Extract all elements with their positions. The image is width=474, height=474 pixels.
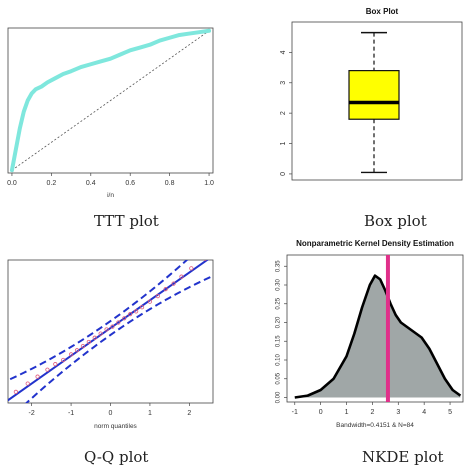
qq-point: [45, 367, 50, 372]
qq-upper-envelope: [8, 260, 189, 382]
qq-point: [104, 327, 109, 332]
box-chart: Box Plot 0 1 2 3 4: [280, 7, 463, 181]
nkde-xtick-label: 5: [448, 409, 452, 416]
box-ytick-label: 3: [280, 81, 287, 85]
ttt-chart: 0.0 0.2 0.4 0.6 0.8 1.0 i/n: [7, 27, 214, 199]
ttt-xtick-label: 0.0: [7, 180, 17, 187]
ttt-reference-line: [11, 30, 210, 171]
qq-point: [35, 374, 40, 379]
qq-point: [155, 293, 160, 299]
qq-chart: -2 -1 0 1 2 norm quantiles: [7, 259, 214, 430]
qq-point: [86, 339, 91, 345]
qq-xtick-label: -2: [29, 410, 35, 417]
qq-point: [110, 324, 115, 329]
qq-lower-envelope: [24, 274, 213, 403]
nkde-xtick-label: -1: [292, 409, 298, 416]
qq-point: [92, 335, 97, 340]
qq-point: [80, 343, 86, 349]
nkde-ytick-label: 0.05: [276, 372, 282, 384]
nkde-ytick-label: 0.15: [276, 335, 282, 347]
qq-point: [25, 381, 30, 386]
box-title: Box Plot: [366, 7, 399, 16]
ttt-xtick-label: 1.0: [204, 180, 214, 187]
qq-point: [68, 352, 74, 357]
nkde-density-area: [294, 275, 461, 398]
qq-point: [163, 287, 168, 292]
qq-plot-area: [8, 260, 213, 403]
nkde-plot-frame: [286, 254, 464, 403]
nkde-xtick-label: 2: [370, 409, 374, 416]
qq-point: [53, 362, 58, 367]
qq-point: [116, 320, 121, 325]
qq-point: [147, 299, 153, 304]
nkde-ytick-label: 0.35: [276, 260, 282, 272]
qq-reference-line: [8, 260, 209, 402]
nkde-ytick-label: 0.00: [276, 391, 282, 403]
nkde-panel: Nonparametric Kernel Density Estimation 0…: [237, 237, 474, 447]
qq-point: [122, 316, 127, 321]
qq-point: [74, 348, 80, 353]
box-panel: Box Plot 0 1 2 3 4: [237, 0, 474, 215]
nkde-xtick-label: 1: [345, 409, 349, 416]
nkde-xtick-label: 4: [422, 409, 426, 416]
ttt-xtick-label: 0.4: [86, 180, 96, 187]
nkde-ytick-label: 0.10: [276, 354, 282, 366]
qq-point: [61, 357, 66, 363]
nkde-ytick-label: 0.20: [276, 316, 282, 328]
qq-xlabel: norm quantiles: [94, 423, 137, 430]
qq-plot-frame: [7, 259, 214, 404]
qq-xtick-label: -1: [68, 410, 74, 417]
box-iqr-box: [348, 70, 400, 120]
qq-point: [98, 331, 103, 336]
ttt-xtick-label: 0.2: [46, 180, 56, 187]
nkde-title: Nonparametric Kernel Density Estimation: [296, 239, 454, 248]
qq-point: [189, 266, 194, 271]
ttt-xlabel: i/n: [107, 192, 114, 199]
qq-point: [134, 309, 139, 314]
box-ytick-label: 4: [280, 50, 287, 54]
box-caption: Box plot: [364, 212, 427, 230]
qq-point: [139, 305, 145, 310]
qq-caption: Q-Q plot: [84, 448, 149, 466]
qq-point: [203, 260, 207, 261]
qq-xtick-label: 0: [109, 410, 113, 417]
qq-point: [179, 274, 184, 279]
nkde-chart: Nonparametric Kernel Density Estimation 0…: [276, 239, 464, 429]
nkde-xlabel: Bandwidth=0.4151 & N=84: [336, 422, 414, 429]
qq-xtick-label: 1: [148, 410, 152, 417]
ttt-caption: TTT plot: [94, 212, 159, 230]
box-ytick-label: 1: [280, 141, 287, 145]
ttt-curve: [9, 28, 212, 173]
qq-panel: -2 -1 0 1 2 norm quantiles: [0, 237, 237, 447]
box-plot-frame: [291, 21, 463, 181]
ttt-panel: 0.0 0.2 0.4 0.6 0.8 1.0 i/n: [0, 0, 237, 215]
qq-xtick-label: 2: [187, 410, 191, 417]
nkde-xtick-label: 3: [396, 409, 400, 416]
nkde-xtick-label: 0: [319, 409, 323, 416]
qq-point: [13, 389, 18, 394]
nkde-ytick-label: 0.30: [276, 279, 282, 291]
box-ytick-label: 0: [280, 172, 287, 176]
box-ytick-label: 2: [280, 111, 287, 115]
ttt-xtick-label: 0.8: [165, 180, 175, 187]
nkde-caption: NKDE plot: [362, 448, 444, 466]
nkde-ytick-label: 0.25: [276, 297, 282, 309]
qq-point: [171, 281, 176, 286]
ttt-plot-frame: [7, 27, 214, 174]
ttt-xtick-label: 0.6: [125, 180, 135, 187]
qq-point: [128, 312, 133, 317]
